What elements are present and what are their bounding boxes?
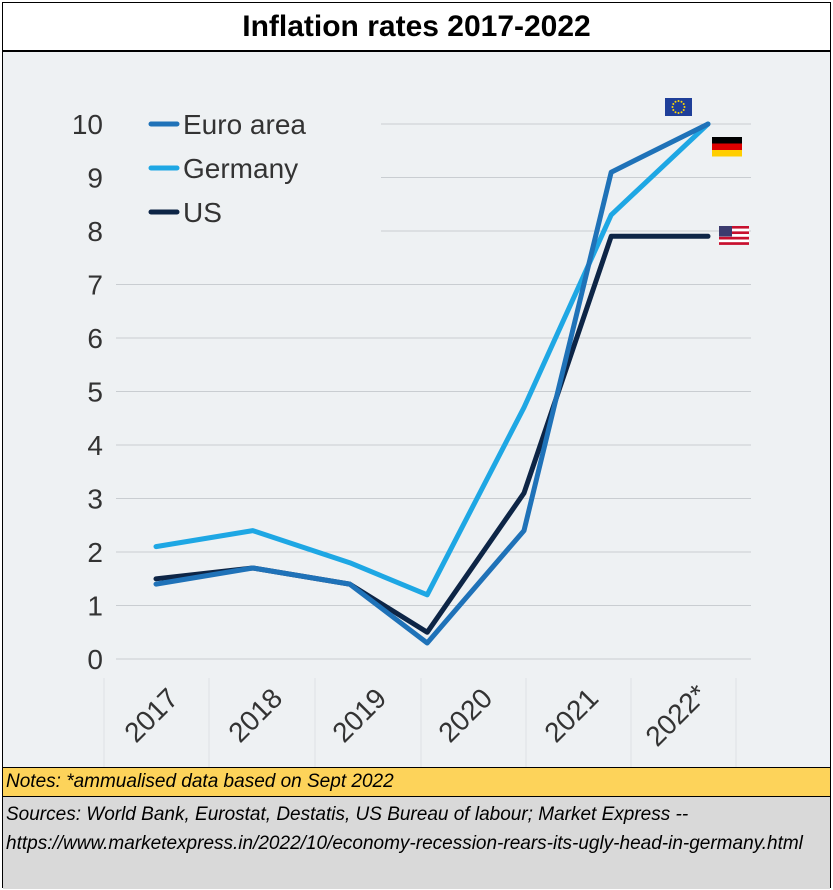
legend-label: Germany — [183, 153, 298, 184]
us-flag-stripe — [719, 226, 749, 229]
legend-label: US — [183, 197, 222, 228]
y-tick-label: 4 — [87, 430, 103, 461]
us-flag-stripe — [719, 236, 749, 240]
y-tick-label: 5 — [87, 377, 103, 408]
x-tick-label: 2019 — [326, 682, 392, 748]
sources-text: Sources: World Bank, Eurostat, Destatis,… — [6, 804, 803, 854]
y-tick-label: 9 — [87, 163, 103, 194]
plot-area: 0 1 2 3 4 5 6 7 8 9 10 2017 2018 2019 2020 2021 2022* Eur… — [3, 52, 830, 767]
eu-flag-star — [680, 100, 683, 103]
x-tick-label: 2018 — [222, 682, 288, 748]
x-tick-label: 2022* — [639, 678, 713, 752]
us-flag-stripe — [719, 228, 749, 232]
notes-bar: Notes: *ammualised data based on Sept 20… — [3, 767, 830, 797]
y-tick-label: 0 — [87, 644, 103, 675]
series-line-us — [153, 233, 711, 635]
eu-flag-star — [682, 109, 685, 111]
germany-flag-gold — [712, 150, 742, 157]
us-flag-icon — [719, 226, 749, 245]
line-chart: 0 1 2 3 4 5 6 7 8 9 10 2017 2018 2019 2020 2021 2022* Eur… — [72, 98, 751, 767]
eu-flag-star — [677, 112, 680, 114]
eu-flag-star — [672, 109, 675, 111]
eu-flag-star — [674, 111, 677, 114]
title-bar: Inflation rates 2017-2022 — [3, 3, 830, 52]
x-tick-label: 2020 — [432, 682, 498, 748]
sources-bar: Sources: World Bank, Eurostat, Destatis,… — [3, 797, 830, 889]
eu-flag-field — [665, 98, 692, 116]
germany-flag-icon — [712, 137, 742, 157]
y-tick-label: 2 — [87, 537, 103, 568]
y-tick-label: 8 — [87, 216, 103, 247]
eu-flag-star — [682, 103, 685, 105]
eu-flag-icon — [665, 98, 692, 116]
chart-title: Inflation rates 2017-2022 — [242, 9, 591, 43]
y-tick-label: 7 — [87, 270, 103, 301]
us-flag-stripe — [719, 234, 749, 237]
us-flag-canton — [719, 226, 732, 237]
y-tick-label: 6 — [87, 323, 103, 354]
legend-label: Euro area — [183, 109, 306, 140]
eu-flag-star — [683, 106, 686, 108]
x-tick-label: 2017 — [118, 682, 184, 748]
eu-flag-star — [674, 100, 677, 103]
eu-flag-star — [680, 111, 683, 114]
us-flag-stripe — [719, 239, 749, 243]
germany-flag-red — [712, 143, 742, 150]
us-flag-stripe — [719, 242, 749, 245]
y-tick-label: 3 — [87, 484, 103, 515]
x-tick-label: 2021 — [538, 682, 604, 748]
notes-text: Notes: *ammualised data based on Sept 20… — [6, 771, 394, 792]
y-tick-label: 1 — [87, 591, 103, 622]
eu-flag-star — [677, 100, 680, 102]
series-line-euro-area — [153, 121, 711, 646]
y-tick-label: 10 — [72, 109, 103, 140]
us-flag-stripe — [719, 231, 749, 235]
series-line-germany — [153, 121, 711, 598]
germany-flag-black — [712, 137, 742, 144]
eu-flag-star — [671, 106, 674, 108]
eu-flag-star — [672, 103, 675, 105]
